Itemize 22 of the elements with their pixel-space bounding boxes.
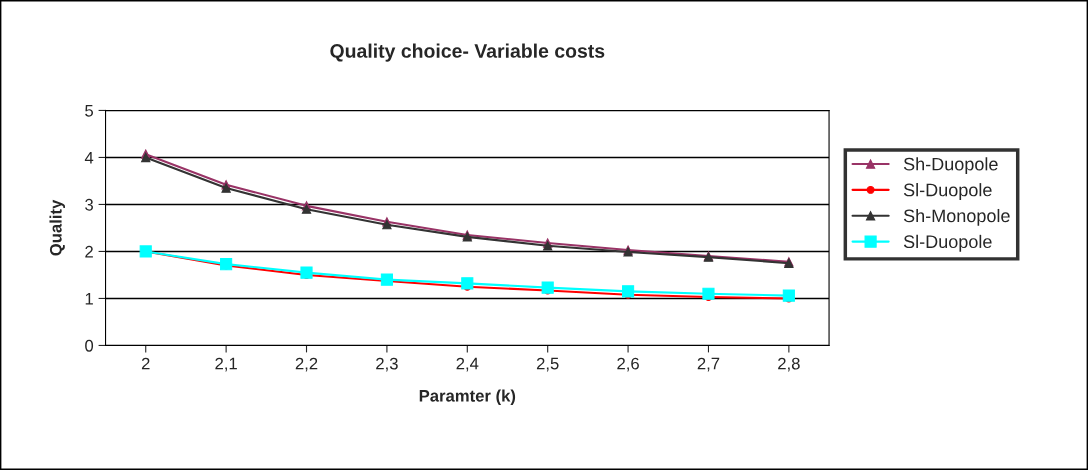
y-tick-label: 0 [85, 339, 94, 352]
x-tick-label: 2,5 [536, 357, 559, 372]
y-tick-label: 1 [85, 293, 93, 305]
legend-label: Sh-Duopole [903, 157, 998, 175]
x-axis-title: Paramter (k) [419, 389, 516, 405]
legend-label: Sl-Duopole [903, 234, 992, 252]
x-tick-label: 2 [141, 357, 150, 370]
y-tick-label: 4 [84, 152, 94, 164]
x-tick-label: 2,1 [215, 357, 237, 372]
x-tick-label: 2,7 [697, 357, 720, 372]
y-tick-label: 5 [85, 105, 94, 117]
x-tick-label: 2,3 [376, 357, 398, 372]
x-tick-label: 2,4 [456, 357, 479, 372]
legend-label: Sl-Duopole [903, 183, 992, 200]
y-tick-label: 2 [85, 245, 93, 258]
x-tick-label: 2,2 [295, 357, 318, 372]
x-tick-label: 2,6 [617, 357, 639, 372]
legend-label: Sh-Monopole [903, 208, 1010, 226]
x-tick-label: 2,8 [778, 357, 800, 372]
y-axis-title: Quality [49, 199, 66, 256]
chart-title: Quality choice- Variable costs [330, 43, 605, 62]
y-tick-label: 3 [85, 198, 93, 211]
